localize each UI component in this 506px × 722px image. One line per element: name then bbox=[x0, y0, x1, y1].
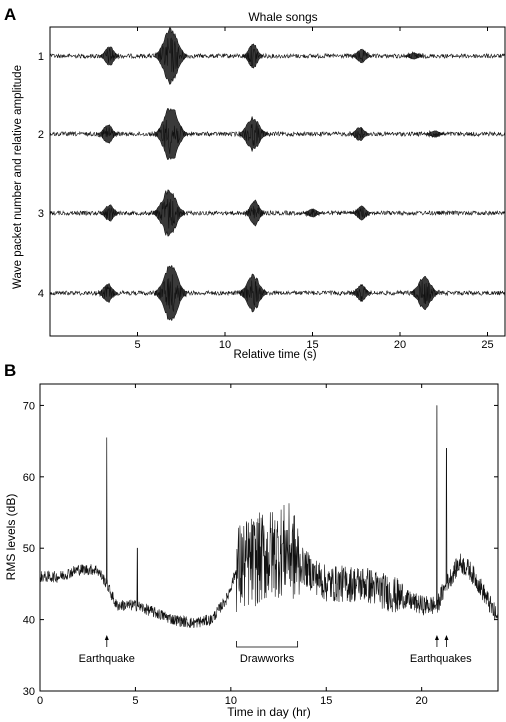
annotation-3: Earthquakes bbox=[410, 635, 472, 665]
panel-b-xtick-label: 10 bbox=[225, 695, 237, 707]
burst-4-4 bbox=[351, 283, 372, 303]
wave-packet-2 bbox=[49, 107, 506, 161]
panel-b-ytick-label: 70 bbox=[23, 400, 35, 412]
panel-a-ylabel-tick: 3 bbox=[38, 208, 44, 220]
panel-a-xlabel: Relative time (s) bbox=[233, 349, 316, 361]
panel-a-title: Whale songs bbox=[248, 10, 317, 24]
burst-1-1 bbox=[99, 46, 120, 66]
annotation-arrowhead bbox=[444, 635, 449, 640]
trace-3 bbox=[49, 198, 506, 229]
panel-b-ytick-label: 30 bbox=[23, 686, 35, 698]
rms-series bbox=[39, 405, 499, 629]
trace-4 bbox=[49, 274, 506, 312]
annotation-1: Earthquake bbox=[79, 635, 135, 665]
panel-a-xtick-label: 25 bbox=[481, 339, 493, 351]
annotation-2: Drawworks bbox=[236, 641, 299, 665]
panel-b-xtick-label: 0 bbox=[37, 695, 43, 707]
trace-2 bbox=[49, 119, 506, 154]
panel-a-letter: A bbox=[4, 5, 16, 24]
panel-a-xtick-label: 20 bbox=[394, 339, 406, 351]
wave-packet-1 bbox=[49, 27, 506, 85]
annotation-bracket bbox=[236, 641, 299, 648]
burst-1-2 bbox=[154, 27, 187, 85]
burst-2-3 bbox=[238, 115, 268, 153]
panel-a-frame bbox=[49, 26, 506, 337]
panel-b-xlabel: Time in day (hr) bbox=[227, 705, 311, 719]
panel-a-xtick-label: 15 bbox=[306, 339, 318, 351]
annotation-arrowhead bbox=[104, 635, 109, 640]
panel-a-ylabel-tick: 1 bbox=[38, 51, 44, 63]
panel-b-ytick-label: 60 bbox=[23, 472, 35, 484]
wave-packet-3 bbox=[49, 189, 506, 237]
panel-b-plot: 0 5 10 15 20 30 40 50 60 70 Earthquake Drawworks Ear… bbox=[23, 384, 499, 707]
panel-a-ylabel-tick: 2 bbox=[38, 129, 44, 141]
panel-b-xtick-label: 20 bbox=[416, 695, 428, 707]
trace-1 bbox=[49, 37, 506, 73]
burst-2-2 bbox=[154, 107, 187, 161]
panel-b-frame bbox=[39, 383, 499, 692]
panel-a-xtick-label: 5 bbox=[134, 339, 140, 351]
burst-1-4 bbox=[351, 48, 372, 64]
panel-b-xtick-label: 15 bbox=[320, 695, 332, 707]
panel-a-plot: 1 2 3 4 5 10 15 20 25 bbox=[38, 27, 506, 351]
panel-a-ylabel: Wave packet number and relative amplitud… bbox=[12, 65, 24, 289]
annotation-label: Earthquakes bbox=[410, 653, 472, 665]
wave-packet-4 bbox=[49, 264, 506, 322]
panel-b-ylabel: RMS levels (dB) bbox=[4, 494, 18, 581]
panel-b-ytick-label: 50 bbox=[23, 543, 35, 555]
rms-line bbox=[39, 405, 499, 629]
panel-a-ylabel-tick: 4 bbox=[38, 288, 44, 300]
annotation-label: Earthquake bbox=[79, 653, 135, 665]
panel-b-letter: B bbox=[4, 361, 16, 380]
annotation-arrowhead bbox=[434, 635, 439, 640]
panel-a-xtick-label: 10 bbox=[219, 339, 231, 351]
annotation-label: Drawworks bbox=[240, 653, 295, 665]
panel-b-ytick-label: 40 bbox=[23, 615, 35, 627]
panel-b-xtick-label: 5 bbox=[132, 695, 138, 707]
